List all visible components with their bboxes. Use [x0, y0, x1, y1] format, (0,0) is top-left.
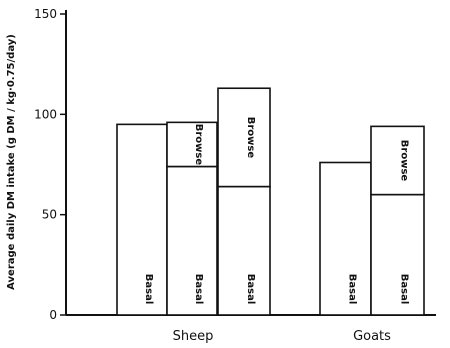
y-tick-label: 50 — [42, 208, 57, 222]
x-category-label: Goats — [353, 329, 391, 344]
segment-label-basal: Basal — [399, 274, 410, 305]
segment-label-browse: Browse — [399, 140, 410, 182]
bar-segment-browse — [370, 125, 425, 196]
x-category-label: Sheep — [173, 329, 214, 344]
bar-segment-browse — [217, 87, 271, 188]
labels: Average daily DM intake (g DM / kg·0.75/… — [6, 34, 17, 290]
y-tick-label: 0 — [49, 308, 57, 322]
y-axis-label: Average daily DM intake (g DM / kg·0.75/… — [6, 34, 17, 290]
bar-segment-basal — [116, 123, 168, 316]
segment-label-browse: Browse — [245, 117, 256, 159]
bars: Basal Basal Browse Basal Browse Sheep Basal Bas… — [116, 87, 425, 344]
segment-label-basal: Basal — [347, 274, 358, 305]
y-tick-label: 150 — [34, 7, 57, 21]
segment-label-basal: Basal — [143, 274, 154, 305]
segment-label-browse: Browse — [193, 124, 204, 166]
bar-segment-basal — [319, 161, 372, 316]
segment-label-basal: Basal — [193, 274, 204, 305]
bar-segment-basal — [217, 185, 271, 316]
segment-label-basal: Basal — [245, 274, 256, 305]
bar-segment-basal — [166, 165, 218, 316]
bar-segment-basal — [370, 193, 425, 316]
bar-segment-browse — [166, 121, 218, 168]
y-tick-label: 100 — [34, 107, 57, 121]
